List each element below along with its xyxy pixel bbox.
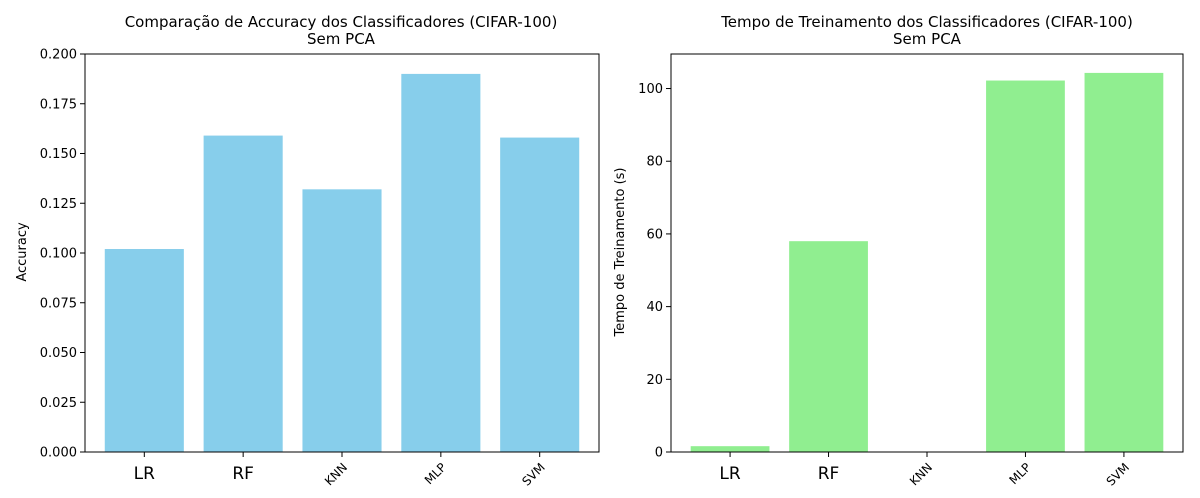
accuracy-y-axis-label: Accuracy	[15, 222, 30, 282]
accuracy-y-tick-label: 0.050	[40, 346, 77, 361]
training-time-x-tick-label-rf: RF	[818, 464, 840, 484]
training-time-y-ticks: 0 20 40 60 80 100	[638, 82, 671, 461]
accuracy-bar-svm	[500, 137, 580, 452]
training-time-x-tick-label-svm: SVM	[1104, 460, 1132, 488]
training-time-bar-svm	[1084, 72, 1164, 453]
training-time-y-axis-label: Tempo de Treinamento (s)	[613, 167, 628, 337]
training-time-y-tick-label: 60	[646, 227, 663, 242]
accuracy-y-tick-label: 0.000	[40, 446, 77, 461]
training-time-y-tick-label: 80	[646, 155, 663, 170]
training-time-y-tick-label: 40	[646, 300, 663, 315]
accuracy-bar-lr	[104, 249, 184, 452]
accuracy-x-tick-label-knn: KNN	[322, 460, 350, 488]
accuracy-y-tick-label: 0.150	[40, 147, 77, 162]
training-time-y-tick-label: 0	[655, 446, 663, 461]
accuracy-x-tick-label-lr: LR	[134, 464, 155, 484]
training-time-y-tick-label: 100	[638, 82, 663, 97]
accuracy-bar-rf	[203, 135, 283, 452]
accuracy-y-ticks: 0.000 0.025 0.050 0.075 0.100 0.125 0.150 0.175…	[40, 48, 85, 461]
training-time-x-tick-label-lr: LR	[719, 464, 740, 484]
training-time-bars	[690, 72, 1164, 453]
accuracy-bar-knn	[302, 189, 382, 452]
training-time-bar-mlp	[986, 80, 1065, 453]
accuracy-x-tick-label-svm: SVM	[519, 460, 547, 488]
accuracy-x-tick-label-rf: RF	[232, 464, 254, 484]
accuracy-plot-frame	[84, 53, 600, 453]
training-time-chart-panel: Tempo de Treinamento dos Classificadores…	[613, 13, 1184, 489]
training-time-y-tick-label: 20	[646, 373, 663, 388]
training-time-x-ticks: LR RF KNN MLP SVM	[719, 452, 1132, 489]
accuracy-x-tick-label-mlp: MLP	[422, 460, 449, 487]
training-time-bar-lr	[690, 446, 770, 452]
accuracy-chart-subtitle: Sem PCA	[307, 30, 376, 48]
training-time-x-tick-label-knn: KNN	[907, 460, 935, 488]
training-time-plot-frame	[670, 53, 1184, 453]
training-time-chart-title: Tempo de Treinamento dos Classificadores…	[720, 13, 1133, 31]
training-time-bar-rf	[789, 241, 868, 452]
accuracy-chart-title: Comparação de Accuracy dos Classificador…	[125, 13, 558, 31]
accuracy-y-tick-label: 0.175	[40, 97, 77, 112]
accuracy-bars	[104, 73, 580, 453]
accuracy-y-tick-label: 0.100	[40, 247, 77, 262]
training-time-x-tick-label-mlp: MLP	[1007, 460, 1034, 487]
accuracy-chart-panel: Comparação de Accuracy dos Classificador…	[15, 13, 600, 489]
training-time-chart-subtitle: Sem PCA	[893, 30, 962, 48]
accuracy-y-tick-label: 0.200	[40, 48, 77, 63]
accuracy-y-tick-label: 0.075	[40, 296, 77, 311]
accuracy-y-tick-label: 0.025	[40, 396, 77, 411]
accuracy-x-ticks: LR RF KNN MLP SVM	[134, 452, 548, 489]
accuracy-bar-mlp	[401, 73, 481, 453]
accuracy-y-tick-label: 0.125	[40, 197, 77, 212]
